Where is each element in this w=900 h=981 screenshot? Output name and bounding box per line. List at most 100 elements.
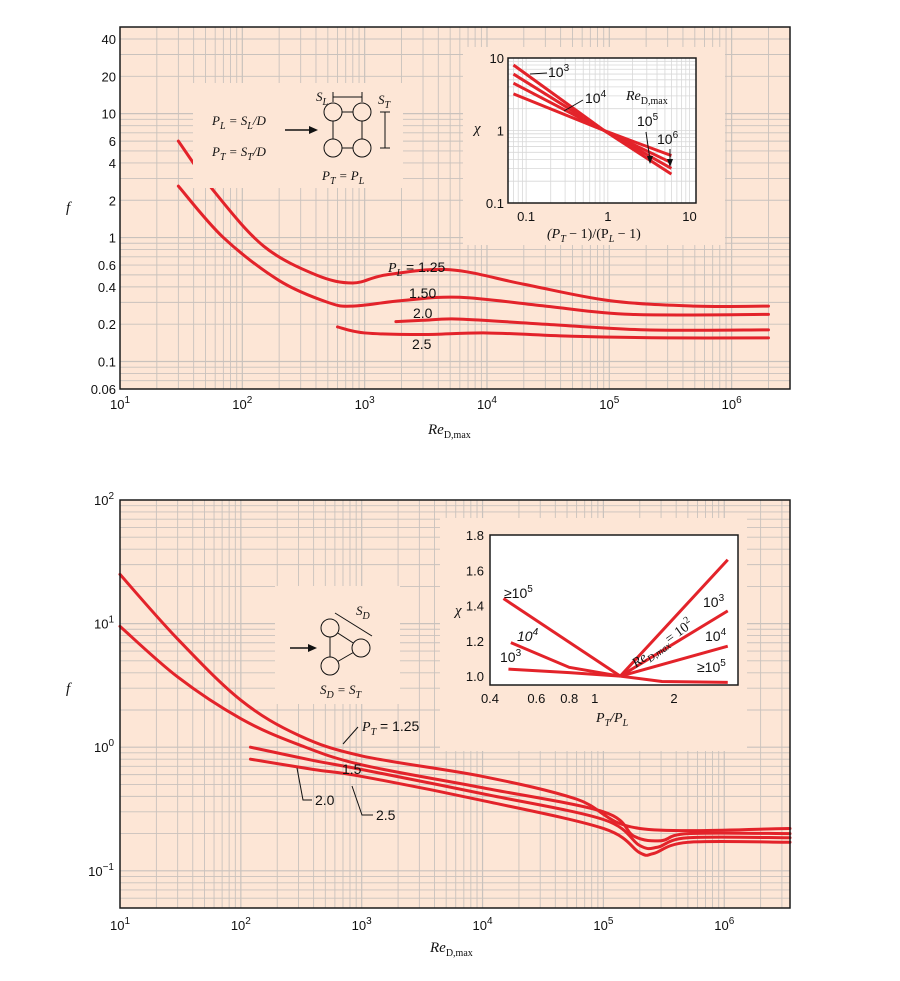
y-tick-label: 4 [109, 156, 116, 171]
inline-plot-frame [119, 26, 791, 390]
x-tick-label: 104 [473, 916, 493, 933]
y-tick-label: 10−1 [88, 862, 114, 879]
inset-y-tick-label: 0.1 [486, 196, 504, 211]
inline-label-25: 2.5 [412, 336, 432, 352]
staggered-inset-y-axis-label: χ [453, 603, 462, 619]
staggered-inset-label-1e3-left: 103 [500, 648, 522, 665]
staggered-inset-label-1e4-left: 104 [517, 627, 539, 644]
inline-inset-frame [507, 57, 697, 204]
inset-y-tick-label: 1 [497, 124, 504, 139]
inset-curve-10-2 [619, 558, 729, 678]
inline-inset-chart: 0.1 1 10 0.1 1 10 χ (PT − 1)/(PL − 1) ReD,ma… [463, 47, 725, 245]
svg-text:PL = SL/D: PL = SL/D [211, 113, 266, 132]
x-tick-label: 101 [110, 916, 130, 933]
inset-y-tick-label: 1.8 [466, 528, 484, 543]
staggered-inset-label-ge1e5-right: ≥105 [697, 658, 726, 675]
y-tick-label: 101 [94, 615, 114, 632]
svg-text:SL: SL [316, 89, 329, 108]
svg-text:SD = ST: SD = ST [320, 682, 363, 701]
staggered-inset-x-axis-label: PT/PL [595, 711, 629, 729]
y-tick-label: 10 [102, 107, 116, 122]
x-tick-label: 105 [599, 395, 619, 412]
inset-x-tick-label: 0.4 [481, 691, 499, 706]
inset-x-tick-label: 2 [670, 691, 677, 706]
x-tick-label: 106 [722, 395, 742, 412]
inset-y-tick-label: 1.2 [466, 634, 484, 649]
staggered-inset-x-ticks: 0.4 0.6 0.8 1 2 [481, 691, 678, 706]
inset-curve--10-5-left [502, 597, 622, 678]
inset-curve-10-3-right [619, 609, 729, 678]
inset-y-tick-label: 1.0 [466, 669, 484, 684]
inset-curve-10-4-right [619, 644, 729, 678]
y-tick-label: 1 [109, 231, 116, 246]
staggered-inset-frame [489, 534, 739, 686]
x-tick-label: 101 [110, 395, 130, 412]
x-tick-label: 105 [593, 916, 613, 933]
inset-curve-10-4-left [510, 641, 621, 678]
staggered-y-tick-labels: 102 101 100 10−1 [88, 491, 114, 879]
staggered-inset-curves [502, 558, 729, 684]
staggered-chart: 102 101 100 10−1 101 102 103 104 105 106 f ReD,m… [66, 491, 792, 959]
inset-y-tick-label: 1.4 [466, 599, 484, 614]
inline-x-axis-label: ReD,max [427, 422, 471, 441]
staggered-x-tick-labels: 101 102 103 104 105 106 [110, 916, 735, 933]
y-tick-label: 6 [109, 134, 116, 149]
x-tick-label: 103 [352, 916, 372, 933]
inline-inset-label-1e5: 105 [637, 112, 659, 129]
y-tick-label: 0.1 [98, 355, 116, 370]
inline-inset-label-1e4: 104 [585, 89, 607, 106]
curve-p-l-2-5 [336, 325, 770, 340]
staggered-label-15: 1.5 [342, 761, 362, 777]
staggered-label-20: 2.0 [315, 792, 335, 808]
inline-label-pl-125: PL = 1.25 [387, 259, 446, 279]
y-tick-label: 0.2 [98, 317, 116, 332]
y-tick-label: 0.4 [98, 280, 116, 295]
y-tick-label: 0.6 [98, 258, 116, 273]
svg-text:PT = ST/D: PT = ST/D [211, 144, 266, 163]
x-tick-label: 103 [355, 395, 375, 412]
inline-y-axis-label: f [66, 200, 72, 216]
inset-x-tick-label: 0.1 [517, 209, 535, 224]
staggered-inset-chart: 1.0 1.2 1.4 1.6 1.8 0.4 0.6 0.8 1 2 χ PT/PL ≥105… [440, 518, 747, 751]
x-tick-label: 102 [232, 395, 252, 412]
inline-inset-x-axis-label: (PT − 1)/(PL − 1) [547, 227, 641, 245]
y-tick-label: 0.06 [91, 382, 116, 397]
y-tick-label: 2 [109, 193, 116, 208]
x-tick-label: 104 [477, 395, 497, 412]
staggered-inset-y-ticks: 1.0 1.2 1.4 1.6 1.8 [466, 528, 484, 684]
curve-p-t-2-0 [248, 745, 792, 851]
inset-x-tick-label: 0.6 [527, 691, 545, 706]
staggered-inset-label-1e4-right: 104 [705, 627, 727, 644]
staggered-inset-label-ge1e5-left: ≥105 [504, 584, 533, 601]
staggered-x-axis-label: ReD,max [429, 940, 473, 959]
inline-inset-label-1e3: 103 [548, 63, 570, 80]
inline-geometry-sketch: PL = SL/D PT = ST/D SL ST PT = PL [193, 83, 403, 188]
staggered-geometry-sketch: SD SD = ST [275, 586, 400, 704]
inline-inset-y-axis-label: χ [472, 121, 481, 137]
inset-x-tick-label: 0.8 [560, 691, 578, 706]
inline-inset-x-ticks: 0.1 1 10 [517, 209, 697, 224]
staggered-plot-frame [119, 499, 791, 909]
inline-y-tick-labels: 0.06 0.1 0.2 0.4 0.6 1 2 4 6 10 20 40 [91, 32, 116, 397]
svg-text:SD: SD [356, 603, 371, 622]
y-tick-label: 40 [102, 32, 116, 47]
y-tick-label: 100 [94, 738, 114, 755]
y-tick-label: 20 [102, 69, 116, 84]
inset-curve--10-5-right [620, 674, 728, 684]
staggered-inset-background [490, 535, 738, 685]
inline-inset-legend-title: ReD,max [625, 89, 668, 107]
curve-p-t-2-5 [248, 757, 792, 857]
curve-p-l-1-25 [176, 139, 770, 308]
inset-y-tick-label: 10 [490, 51, 504, 66]
inline-inset-y-ticks: 0.1 1 10 [486, 51, 504, 211]
svg-text:ST: ST [378, 92, 392, 111]
inline-label-150: 1.50 [409, 285, 436, 301]
staggered-curves [118, 572, 792, 857]
curve-p-l-2-0 [394, 317, 770, 332]
curve-p-t-1-25 [118, 572, 792, 833]
staggered-label-25: 2.5 [376, 807, 396, 823]
curve-p-t-1-5 [118, 624, 792, 843]
inset-y-tick-label: 1.6 [466, 563, 484, 578]
